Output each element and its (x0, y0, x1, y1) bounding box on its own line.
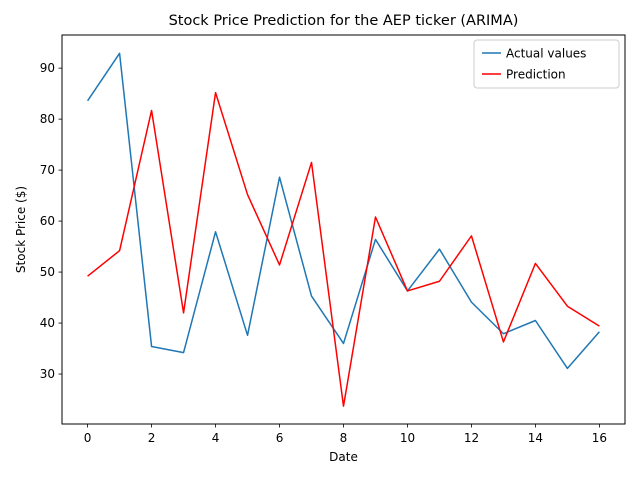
legend-label-prediction: Prediction (506, 68, 566, 82)
y-tick-label: 80 (40, 112, 55, 126)
legend-label-actual: Actual values (506, 47, 586, 61)
legend: Actual values Prediction (473, 39, 620, 89)
x-tick-label: 14 (528, 431, 543, 445)
series-layer (86, 52, 600, 407)
y-tick-label: 70 (40, 163, 55, 177)
x-axis: 0 2 4 6 8 10 12 14 16 (84, 424, 607, 445)
plot-area (62, 35, 625, 424)
x-tick-label: 12 (464, 431, 479, 445)
y-tick-label: 40 (40, 316, 55, 330)
series-line-prediction (87, 91, 600, 407)
x-tick-label: 2 (148, 431, 156, 445)
y-tick-label: 50 (40, 265, 55, 279)
series-line-actual-values (86, 52, 600, 370)
x-tick-label: 4 (212, 431, 220, 445)
x-tick-label: 10 (400, 431, 415, 445)
y-tick-label: 30 (40, 367, 55, 381)
y-axis-label: Stock Price ($) (14, 186, 28, 273)
x-tick-label: 16 (592, 431, 607, 445)
x-tick-label: 8 (340, 431, 348, 445)
y-tick-label: 60 (40, 214, 55, 228)
legend-box (473, 39, 620, 89)
y-tick-label: 90 (40, 61, 55, 75)
x-tick-label: 6 (276, 431, 284, 445)
x-tick-label: 0 (84, 431, 92, 445)
x-axis-label: Date (329, 450, 358, 464)
chart-title: Stock Price Prediction for the AEP ticke… (169, 13, 519, 29)
y-axis: 30 40 50 60 70 80 90 (40, 61, 62, 381)
